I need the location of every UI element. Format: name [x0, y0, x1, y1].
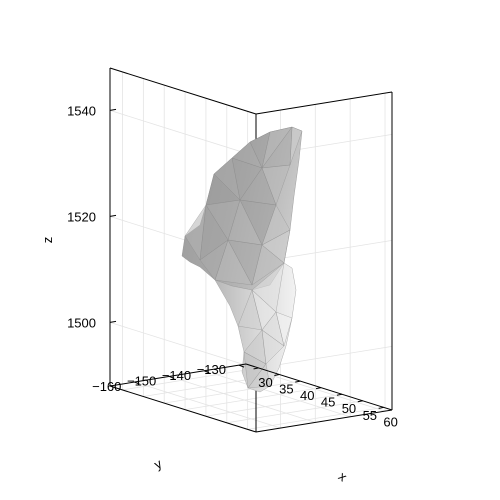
- mesh-facet: [261, 329, 285, 365]
- x-tick: [357, 400, 363, 403]
- frame-edge: [109, 67, 257, 115]
- z-tick-label: 1540: [67, 103, 96, 118]
- frame-edge: [245, 363, 393, 411]
- z-tick: [109, 214, 117, 217]
- z-tick-label: 1500: [67, 315, 96, 330]
- x-tick: [378, 406, 384, 409]
- y-tick-label: −160: [92, 379, 121, 394]
- x-tick-label: 50: [342, 401, 356, 416]
- x-tick: [315, 387, 322, 390]
- x-tick: [336, 393, 343, 396]
- x-tick-label: 35: [279, 382, 293, 397]
- mesh-facets: [184, 126, 303, 389]
- y-tick: [238, 364, 245, 368]
- x-tick: [295, 380, 301, 383]
- x-tick-label: 60: [383, 414, 397, 429]
- y-tick-label: −130: [197, 362, 226, 377]
- x-tick: [253, 367, 259, 370]
- tick-marks: [109, 108, 384, 409]
- grid-line-floor-x: [185, 387, 322, 411]
- z-axis-label: z: [40, 237, 55, 244]
- mesh-facet: [199, 239, 229, 281]
- x-tick-label: 40: [300, 388, 314, 403]
- frame-edge: [109, 385, 257, 433]
- grid-line-floor-x: [226, 400, 363, 424]
- axis-frame-front: [109, 363, 393, 411]
- grid-line-floor-x: [122, 367, 259, 391]
- x-tick-label: 55: [363, 408, 377, 423]
- z-tick-label: 1520: [67, 209, 96, 224]
- x-tick-label: 45: [321, 395, 335, 410]
- y-tick: [134, 381, 140, 385]
- z-tick: [109, 108, 117, 111]
- x-tick: [274, 374, 280, 377]
- x-axis-label: x: [336, 469, 351, 485]
- grid-line-back-z: [109, 110, 257, 157]
- grid-line-floor-y: [169, 376, 316, 423]
- y-tick-label: −140: [162, 368, 191, 383]
- grid-line-floor-x: [205, 393, 343, 417]
- mesh-facet: [251, 244, 285, 286]
- grid-line-floor-x: [164, 380, 301, 404]
- mesh-surface: [181, 126, 303, 393]
- grid-line-back-z: [109, 322, 257, 369]
- tick-labels: 30 35 40 45 50 55 60 −130 −140 −150 −160 1500 1520 15…: [67, 103, 398, 429]
- z-tick: [109, 320, 117, 323]
- y-axis-label: y: [151, 456, 164, 473]
- y-tick-label: −150: [127, 373, 156, 388]
- y-tick: [169, 375, 175, 379]
- x-tick-label: 30: [258, 375, 272, 390]
- frame-edge: [255, 409, 393, 433]
- frame-edge: [255, 91, 393, 115]
- frame-edge: [109, 363, 247, 387]
- y-tick: [203, 370, 210, 374]
- grid-line-floor-y: [204, 370, 351, 418]
